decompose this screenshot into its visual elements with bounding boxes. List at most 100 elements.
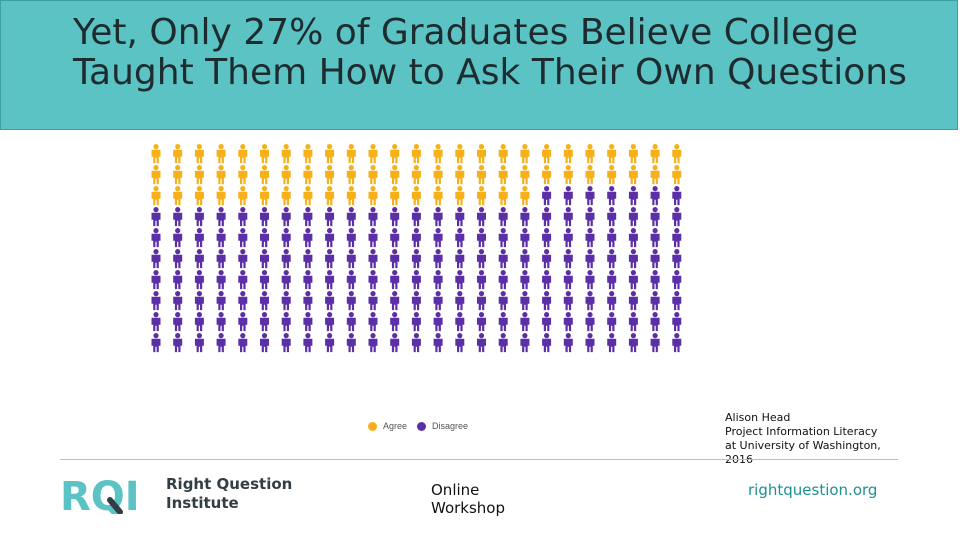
disagree-person-mark bbox=[346, 207, 356, 227]
disagree-person-mark bbox=[477, 270, 486, 290]
agree-person-mark bbox=[151, 144, 161, 164]
agree-person-mark bbox=[368, 144, 378, 164]
disagree-person-mark bbox=[520, 228, 530, 248]
disagree-person-mark bbox=[216, 312, 226, 332]
agree-person-mark bbox=[303, 144, 313, 164]
agree-person-mark bbox=[455, 165, 465, 185]
disagree-person-mark bbox=[477, 291, 486, 311]
disagree-person-mark bbox=[455, 249, 465, 269]
agree-person-mark bbox=[411, 186, 421, 206]
disagree-person-mark bbox=[368, 270, 378, 290]
disagree-person-mark bbox=[585, 333, 595, 353]
disagree-person-mark bbox=[585, 186, 595, 206]
agree-person-mark bbox=[238, 165, 248, 185]
disagree-person-mark bbox=[260, 333, 269, 353]
workshop-line: Workshop bbox=[431, 499, 506, 517]
disagree-legend-dot bbox=[417, 421, 427, 431]
disagree-person-mark bbox=[346, 312, 356, 332]
disagree-person-mark bbox=[433, 333, 443, 353]
disagree-person-mark bbox=[650, 249, 660, 269]
disagree-person-mark bbox=[585, 228, 595, 248]
agree-person-mark bbox=[173, 165, 183, 185]
disagree-person-mark bbox=[173, 207, 183, 227]
disagree-person-mark bbox=[260, 249, 269, 269]
disagree-person-mark bbox=[151, 333, 161, 353]
disagree-person-mark bbox=[563, 207, 573, 227]
agree-person-mark bbox=[390, 144, 400, 164]
disagree-person-mark bbox=[346, 333, 356, 353]
disagree-person-mark bbox=[628, 249, 638, 269]
disagree-person-mark bbox=[281, 312, 291, 332]
disagree-person-mark bbox=[542, 186, 552, 206]
disagree-person-mark bbox=[173, 228, 183, 248]
disagree-person-mark bbox=[216, 270, 226, 290]
disagree-person-mark bbox=[216, 228, 226, 248]
agree-person-mark bbox=[477, 186, 486, 206]
disagree-person-mark bbox=[672, 291, 682, 311]
disagree-person-mark bbox=[368, 291, 378, 311]
disagree-person-mark bbox=[628, 228, 638, 248]
citation-line: at University of Washington, bbox=[725, 439, 881, 452]
online-line: Online bbox=[431, 481, 480, 499]
agree-person-mark bbox=[346, 186, 356, 206]
disagree-person-mark bbox=[477, 228, 486, 248]
disagree-person-mark bbox=[672, 207, 682, 227]
disagree-person-mark bbox=[173, 291, 183, 311]
disagree-person-mark bbox=[151, 249, 161, 269]
agree-person-mark bbox=[325, 186, 335, 206]
website-link[interactable]: rightquestion.org bbox=[748, 481, 878, 499]
disagree-person-mark bbox=[238, 249, 248, 269]
disagree-person-mark bbox=[303, 207, 313, 227]
disagree-person-mark bbox=[173, 249, 183, 269]
disagree-person-mark bbox=[303, 270, 313, 290]
disagree-person-mark bbox=[585, 207, 595, 227]
disagree-person-mark bbox=[672, 270, 682, 290]
disagree-person-mark bbox=[194, 249, 204, 269]
disagree-person-mark bbox=[303, 333, 313, 353]
slide-title: Yet, Only 27% of Graduates Believe Colle… bbox=[73, 12, 907, 93]
disagree-person-mark bbox=[542, 228, 552, 248]
disagree-person-mark bbox=[325, 228, 335, 248]
disagree-person-mark bbox=[238, 312, 248, 332]
disagree-person-mark bbox=[151, 270, 161, 290]
agree-person-mark bbox=[390, 165, 400, 185]
agree-person-mark bbox=[563, 165, 573, 185]
agree-person-mark bbox=[325, 144, 335, 164]
agree-person-mark bbox=[650, 144, 660, 164]
disagree-person-mark bbox=[238, 270, 248, 290]
disagree-person-mark bbox=[477, 333, 486, 353]
disagree-person-mark bbox=[346, 228, 356, 248]
disagree-person-mark bbox=[542, 207, 552, 227]
agree-person-mark bbox=[216, 144, 226, 164]
disagree-person-mark bbox=[650, 291, 660, 311]
agree-person-mark bbox=[607, 144, 617, 164]
disagree-person-mark bbox=[238, 207, 248, 227]
disagree-person-mark bbox=[368, 333, 378, 353]
disagree-person-mark bbox=[607, 333, 617, 353]
disagree-person-mark bbox=[498, 333, 508, 353]
agree-person-mark bbox=[520, 165, 530, 185]
disagree-person-mark bbox=[563, 333, 573, 353]
disagree-person-mark bbox=[455, 333, 465, 353]
disagree-person-mark bbox=[433, 270, 443, 290]
title-banner: Yet, Only 27% of Graduates Believe Colle… bbox=[0, 0, 958, 130]
disagree-person-mark bbox=[260, 312, 269, 332]
agree-person-mark bbox=[151, 186, 161, 206]
disagree-person-mark bbox=[346, 270, 356, 290]
agree-person-mark bbox=[173, 186, 183, 206]
disagree-person-mark bbox=[498, 270, 508, 290]
disagree-person-mark bbox=[216, 291, 226, 311]
disagree-person-mark bbox=[238, 291, 248, 311]
disagree-person-mark bbox=[628, 186, 638, 206]
disagree-person-mark bbox=[325, 270, 335, 290]
disagree-person-mark bbox=[281, 249, 291, 269]
agree-person-mark bbox=[216, 186, 226, 206]
logo-line-1: Right Question bbox=[166, 475, 293, 493]
disagree-person-mark bbox=[542, 333, 552, 353]
citation-line: Project Information Literacy bbox=[725, 425, 878, 438]
disagree-person-mark bbox=[411, 228, 421, 248]
agree-person-mark bbox=[281, 186, 291, 206]
disagree-person-mark bbox=[498, 312, 508, 332]
disagree-person-mark bbox=[194, 312, 204, 332]
disagree-person-mark bbox=[520, 333, 530, 353]
